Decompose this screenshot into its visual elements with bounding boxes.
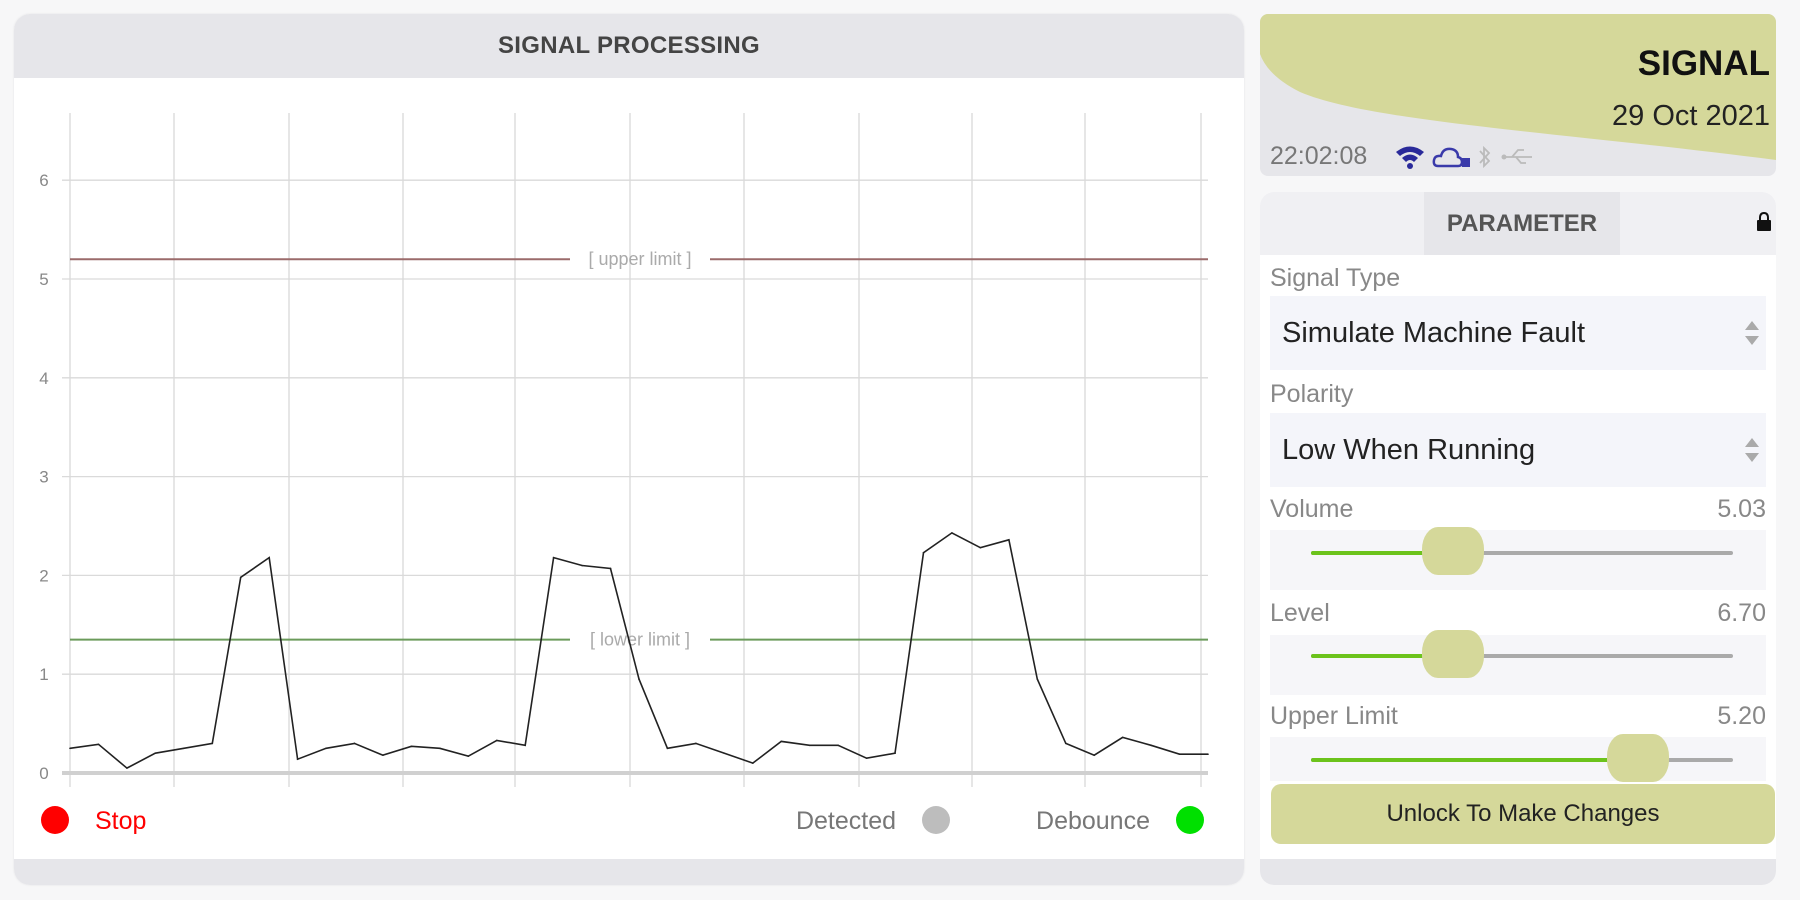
- header-title: SIGNAL: [1637, 44, 1770, 83]
- data-point: [410, 745, 413, 748]
- data-point: [382, 754, 384, 757]
- upper-limit-slider[interactable]: [1270, 734, 1766, 782]
- data-point: [808, 744, 811, 747]
- level-value: 6.70: [1717, 599, 1766, 627]
- slider-fill: [1311, 551, 1454, 555]
- slider-fill: [1311, 654, 1454, 658]
- y-tick-label: 0: [39, 764, 48, 783]
- data-point: [211, 742, 214, 745]
- data-point: [154, 752, 157, 755]
- data-point: [325, 747, 327, 750]
- wifi-icon: [1396, 146, 1424, 169]
- y-tick-label: 2: [39, 566, 48, 585]
- parameter-panel: PARAMETER Signal Type Simulate Machine F…: [1260, 192, 1776, 885]
- data-point: [268, 556, 270, 559]
- data-point: [1150, 744, 1152, 747]
- header-time: 22:02:08: [1270, 142, 1368, 170]
- data-point: [695, 742, 697, 745]
- slider-thumb[interactable]: [1422, 527, 1485, 575]
- y-tick-label: 4: [39, 369, 48, 388]
- data-point: [1093, 754, 1095, 757]
- polarity-select[interactable]: Low When Running: [1270, 413, 1766, 487]
- y-tick-label: 1: [39, 665, 48, 684]
- slider-thumb[interactable]: [1607, 734, 1670, 782]
- select-arrows-icon: [1745, 321, 1759, 345]
- data-point: [951, 532, 953, 534]
- data-point: [439, 747, 441, 750]
- data-point: [1036, 678, 1039, 680]
- data-point: [922, 551, 925, 554]
- data-point: [183, 747, 185, 750]
- lock-icon[interactable]: [1756, 212, 1772, 232]
- header-date: 29 Oct 2021: [1612, 100, 1770, 132]
- data-point: [1178, 753, 1181, 756]
- panel-footer: [1260, 859, 1776, 885]
- data-point: [353, 742, 356, 745]
- level-slider[interactable]: [1270, 630, 1766, 695]
- data-point: [495, 739, 498, 742]
- data-point: [865, 757, 868, 759]
- data-point: [581, 564, 583, 567]
- volume-label: Volume: [1270, 495, 1354, 523]
- data-point: [552, 556, 555, 559]
- select-arrows-icon: [1745, 438, 1759, 462]
- data-point: [239, 576, 242, 579]
- data-point: [467, 755, 470, 758]
- unlock-button[interactable]: Unlock To Make Changes: [1271, 784, 1775, 844]
- debounce-indicator: [1176, 806, 1204, 834]
- signal-type-label: Signal Type: [1270, 264, 1401, 292]
- y-tick-label: 6: [39, 171, 48, 190]
- data-point: [97, 743, 100, 746]
- header-accent-shape: [1260, 14, 1776, 160]
- parameter-tab[interactable]: PARAMETER: [1424, 192, 1620, 255]
- data-point: [296, 758, 299, 760]
- upper-limit-value: 5.20: [1717, 702, 1766, 730]
- upper-limit-label: Upper Limit: [1270, 702, 1398, 730]
- polarity-value: Low When Running: [1282, 434, 1536, 466]
- cloud-icon: [1432, 147, 1470, 168]
- polarity-label: Polarity: [1270, 380, 1354, 408]
- signal-processing-panel: SIGNAL PROCESSING 0 1 2 3 4 5 6 [ upper limit ]…: [14, 14, 1244, 885]
- data-point: [1207, 753, 1209, 756]
- data-point: [609, 567, 612, 570]
- signal-line: [69, 531, 1208, 770]
- panel-header: [14, 14, 1244, 78]
- debounce-label: Debounce: [1036, 807, 1150, 835]
- stop-label: Stop: [95, 807, 146, 835]
- data-point: [126, 767, 128, 769]
- slider-thumb[interactable]: [1422, 630, 1485, 678]
- panel-title: SIGNAL PROCESSING: [497, 32, 761, 59]
- data-point: [979, 546, 982, 549]
- volume-slider[interactable]: [1270, 527, 1766, 590]
- panel-footer: [14, 859, 1244, 885]
- limit-label: [ lower limit ]: [590, 630, 690, 650]
- data-point: [69, 747, 71, 750]
- data-point: [1064, 742, 1067, 745]
- data-point: [752, 762, 754, 764]
- y-tick-label: 5: [39, 270, 48, 289]
- signal-type-select[interactable]: Simulate Machine Fault: [1270, 296, 1766, 370]
- volume-value: 5.03: [1717, 495, 1766, 523]
- signal-chart: 0 1 2 3 4 5 6 [ upper limit ] [ lower limit ] Sto…: [39, 113, 1209, 835]
- stop-indicator: [41, 806, 69, 834]
- data-point: [1121, 736, 1124, 739]
- detected-indicator: [922, 806, 950, 834]
- y-tick-label: 3: [39, 468, 48, 487]
- bluetooth-icon: [1479, 145, 1491, 169]
- limit-label: [ upper limit ]: [588, 249, 691, 269]
- data-point: [666, 747, 669, 750]
- data-point: [780, 740, 783, 743]
- data-point: [524, 744, 526, 747]
- detected-label: Detected: [796, 807, 896, 835]
- slider-fill: [1311, 758, 1639, 762]
- data-point: [723, 752, 726, 755]
- data-point: [837, 744, 839, 747]
- data-point: [894, 752, 896, 755]
- signal-header: SIGNAL 29 Oct 2021 22:02:08: [1260, 14, 1776, 176]
- signal-type-value: Simulate Machine Fault: [1282, 317, 1586, 349]
- data-point: [638, 678, 640, 680]
- usb-icon: [1501, 149, 1532, 164]
- level-label: Level: [1270, 599, 1330, 627]
- data-point: [1008, 539, 1010, 541]
